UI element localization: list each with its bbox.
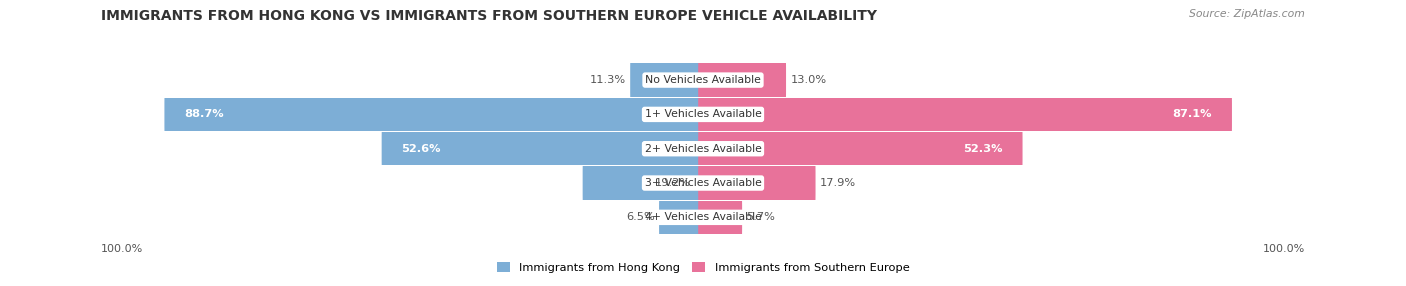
Text: 5.7%: 5.7% <box>747 212 775 222</box>
Text: 11.3%: 11.3% <box>591 75 626 85</box>
Text: 100.0%: 100.0% <box>1263 244 1305 254</box>
Text: 6.5%: 6.5% <box>626 212 655 222</box>
Text: 17.9%: 17.9% <box>820 178 856 188</box>
FancyBboxPatch shape <box>165 76 707 153</box>
FancyBboxPatch shape <box>582 144 707 222</box>
FancyBboxPatch shape <box>699 76 1232 153</box>
FancyBboxPatch shape <box>699 144 815 222</box>
Text: 1+ Vehicles Available: 1+ Vehicles Available <box>644 110 762 119</box>
Text: Source: ZipAtlas.com: Source: ZipAtlas.com <box>1189 9 1305 19</box>
Legend: Immigrants from Hong Kong, Immigrants from Southern Europe: Immigrants from Hong Kong, Immigrants fr… <box>492 258 914 277</box>
Text: 4+ Vehicles Available: 4+ Vehicles Available <box>644 212 762 222</box>
FancyBboxPatch shape <box>699 110 1022 187</box>
FancyBboxPatch shape <box>699 179 742 256</box>
Text: 100.0%: 100.0% <box>101 244 143 254</box>
Text: IMMIGRANTS FROM HONG KONG VS IMMIGRANTS FROM SOUTHERN EUROPE VEHICLE AVAILABILIT: IMMIGRANTS FROM HONG KONG VS IMMIGRANTS … <box>101 9 877 23</box>
Text: No Vehicles Available: No Vehicles Available <box>645 75 761 85</box>
FancyBboxPatch shape <box>630 41 707 119</box>
Text: 52.6%: 52.6% <box>402 144 441 154</box>
Text: 88.7%: 88.7% <box>184 110 224 119</box>
Text: 13.0%: 13.0% <box>790 75 827 85</box>
FancyBboxPatch shape <box>699 41 786 119</box>
FancyBboxPatch shape <box>381 110 707 187</box>
Text: 2+ Vehicles Available: 2+ Vehicles Available <box>644 144 762 154</box>
Text: 52.3%: 52.3% <box>963 144 1002 154</box>
Text: 3+ Vehicles Available: 3+ Vehicles Available <box>644 178 762 188</box>
Text: 87.1%: 87.1% <box>1173 110 1212 119</box>
Text: 19.2%: 19.2% <box>655 178 690 188</box>
FancyBboxPatch shape <box>659 179 707 256</box>
